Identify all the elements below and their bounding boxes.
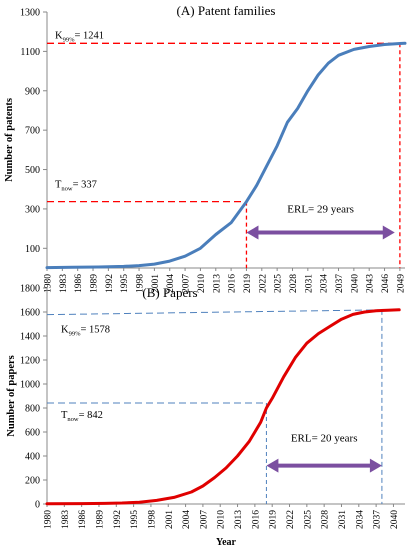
x-tick-label: 2037 <box>373 510 383 529</box>
x-tick-label: 2028 <box>289 274 299 293</box>
k-label-main: K <box>55 30 63 41</box>
y-tick-label: 700 <box>25 126 40 137</box>
x-tick-label: 2019 <box>269 510 279 529</box>
t-label: Tnow= 337 <box>55 180 97 193</box>
y-tick-label: 300 <box>25 204 40 215</box>
t-label-value: = 337 <box>73 180 97 191</box>
y-tick-label: 1100 <box>20 47 40 58</box>
panel-papers: 0 200 400 600 800 1000 1200 1400 1600 1800 1980 198… <box>6 284 405 548</box>
x-tick-label: 2013 <box>234 510 244 529</box>
x-tick-label: 2031 <box>304 274 314 293</box>
erl-arrow-head-right <box>382 225 395 240</box>
k-label-sub: 99% <box>69 331 82 338</box>
erl-arrow-head-left <box>246 225 259 240</box>
x-tick-label: 2049 <box>396 274 406 293</box>
x-tick-label: 2034 <box>355 510 365 529</box>
x-tick-label: 2040 <box>350 274 360 293</box>
t-label-value: = 842 <box>79 410 103 421</box>
y-axis-title: Number of patents <box>4 98 15 182</box>
x-tick-label: 2031 <box>338 510 348 529</box>
y-axis-title: Number of papers <box>6 355 17 436</box>
x-tick-label: 1983 <box>61 510 71 529</box>
x-tick-label: 2010 <box>217 510 227 529</box>
t-label-main: T <box>55 180 62 191</box>
x-tick-label: 1989 <box>95 510 105 529</box>
k-label-value: = 1241 <box>75 30 105 41</box>
x-tick-label: 2043 <box>366 274 376 293</box>
x-tick-label: 2007 <box>199 510 209 529</box>
t-label-main: T <box>61 410 68 421</box>
erl-arrow-head-right <box>369 458 382 473</box>
t-label-sub: now <box>61 186 73 193</box>
k-label-main: K <box>61 325 69 336</box>
erl-label: ERL= 20 years <box>291 433 358 445</box>
x-tick-label: 2025 <box>303 510 313 529</box>
x-tick-label: 2004 <box>166 274 176 293</box>
y-tick-label: 1300 <box>20 8 40 19</box>
x-tick-label: 1995 <box>120 274 130 293</box>
x-tick-label: 2016 <box>228 274 238 293</box>
y-tick-label: 1600 <box>20 308 40 319</box>
x-tick-label: 2001 <box>165 510 175 529</box>
y-tick-label: 600 <box>25 428 40 439</box>
y-tick-label: 1800 <box>20 284 40 295</box>
k-label-sub: 99% <box>63 36 76 43</box>
y-tick-label: 1000 <box>20 380 40 391</box>
x-tick-label: 1980 <box>44 510 54 529</box>
x-tick-label: 1998 <box>136 274 146 293</box>
x-tick-label: 2022 <box>286 510 296 529</box>
y-tick-label: 100 <box>25 244 40 255</box>
y-tick-label: 800 <box>25 404 40 415</box>
k-label: K99%= 1241 <box>55 30 104 43</box>
erl-label: ERL= 29 years <box>287 204 354 216</box>
series-line <box>45 41 407 270</box>
x-tick-label: 2004 <box>182 510 192 529</box>
k-label-value: = 1578 <box>81 325 111 336</box>
y-tick-label: 900 <box>25 86 40 97</box>
x-tick-label: 1983 <box>59 274 69 293</box>
x-tick-label: 2028 <box>321 510 331 529</box>
x-tick-label: 1986 <box>74 274 84 293</box>
x-tick-label: 1992 <box>113 510 123 529</box>
x-tick-label: 2034 <box>320 274 330 293</box>
x-tick-label: 2007 <box>182 274 192 293</box>
erl-arrow-head-left <box>266 458 279 473</box>
series-line <box>45 308 401 506</box>
x-tick-label: 2040 <box>390 510 400 529</box>
x-tick-label: 2037 <box>335 274 345 293</box>
y-tick-label: 500 <box>25 165 40 176</box>
panel-patents: 100 300 500 700 900 1100 1300 1980 1983 1986 1989 1… <box>4 3 407 293</box>
k-guide-line <box>46 309 382 316</box>
y-tick-label: 200 <box>25 476 40 487</box>
x-axis-title: Year <box>216 537 237 548</box>
y-tick-label: 400 <box>25 452 40 463</box>
x-tick-label: 2001 <box>151 274 161 293</box>
x-tick-label: 2016 <box>251 510 261 529</box>
x-tick-label: 2025 <box>274 274 284 293</box>
x-tick-label: 2013 <box>212 274 222 293</box>
x-tick-label: 1995 <box>130 510 140 529</box>
x-tick-label: 1980 <box>44 274 54 293</box>
chart-title: (A) Patent families <box>177 3 276 18</box>
y-tick-label: 1200 <box>20 356 40 367</box>
x-tick-label: 2010 <box>197 274 207 293</box>
y-tick-label: 0 <box>35 500 40 511</box>
y-tick-label: 1400 <box>20 332 40 343</box>
x-tick-label: 2046 <box>381 274 391 293</box>
x-tick-label: 1992 <box>105 274 115 293</box>
t-label-sub: now <box>67 416 79 423</box>
x-tick-label: 2019 <box>243 274 253 293</box>
chart-title: (B) Papers <box>142 285 197 300</box>
x-tick-label: 1998 <box>147 510 157 529</box>
x-tick-label: 1989 <box>90 274 100 293</box>
k-label: K99%= 1578 <box>61 325 110 338</box>
x-tick-label: 1986 <box>78 510 88 529</box>
x-tick-label: 2022 <box>258 274 268 293</box>
t-label: Tnow= 842 <box>61 410 103 423</box>
